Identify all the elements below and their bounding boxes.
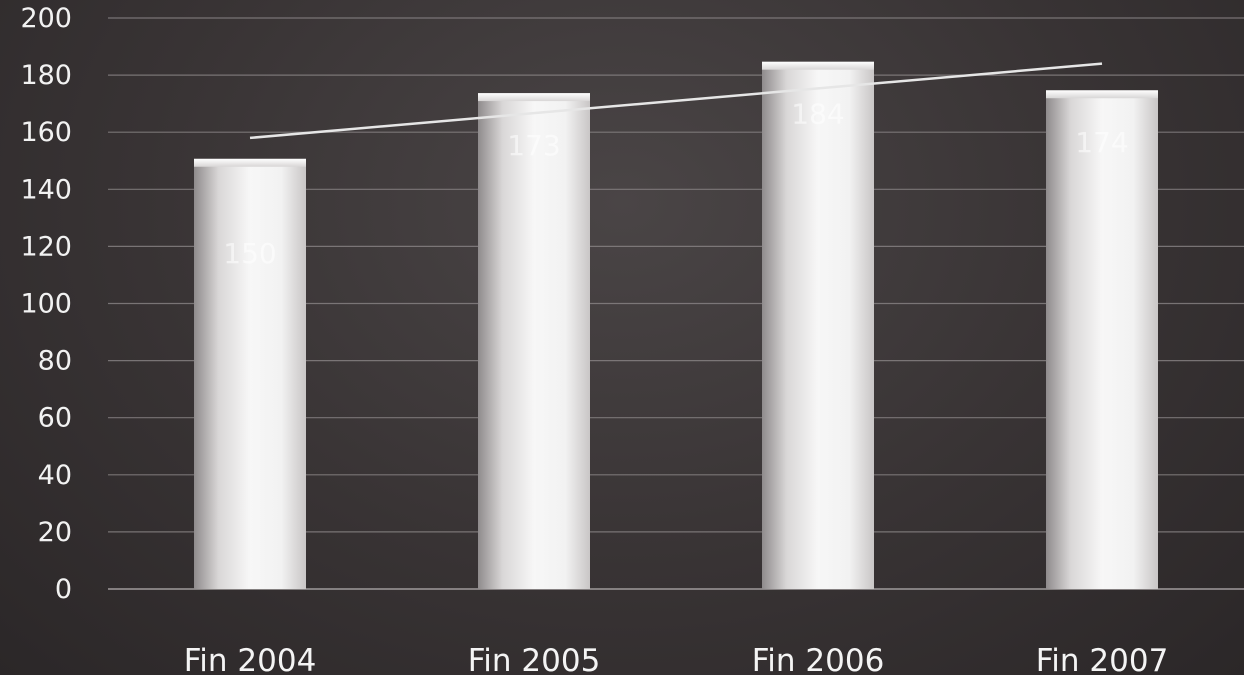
x-tick-label: Fin 2006: [752, 643, 885, 675]
trendline-layer: [249, 62, 1103, 140]
y-tick-label: 0: [55, 574, 72, 605]
x-tick-label: Fin 2005: [468, 643, 601, 675]
x-axis-tick-labels: Fin 2004 Fin 2005 Fin 2006 Fin 2007: [184, 643, 1169, 675]
data-label: 174: [1075, 126, 1128, 159]
bar-cap: [762, 61, 874, 70]
bar: [762, 63, 874, 590]
y-axis-tick-labels: 0 20 40 60 80 100 120 140 160 180 200: [20, 3, 72, 605]
y-tick-label: 20: [38, 517, 72, 548]
bar-group: [478, 93, 590, 590]
y-tick-label: 80: [38, 346, 72, 377]
bar: [1046, 92, 1158, 589]
y-tick-label: 100: [20, 289, 72, 320]
x-tick-label: Fin 2004: [184, 643, 317, 675]
bar-cap: [478, 93, 590, 102]
y-tick-label: 60: [38, 403, 72, 434]
data-labels: 150 173 184 174: [223, 98, 1128, 270]
bar-group: [1046, 90, 1158, 589]
bar: [194, 160, 306, 589]
trendline: [249, 62, 1103, 140]
y-tick-label: 120: [20, 231, 72, 262]
data-label: 150: [223, 237, 276, 270]
y-tick-label: 200: [20, 3, 72, 34]
bars: [194, 61, 1158, 590]
bar-cap: [194, 158, 306, 167]
bar-group: [762, 61, 874, 590]
y-tick-label: 160: [20, 117, 72, 148]
y-tick-label: 40: [38, 460, 72, 491]
bar-cap: [1046, 90, 1158, 99]
bar-group: [194, 158, 306, 589]
y-tick-label: 140: [20, 174, 72, 205]
y-tick-label: 180: [20, 60, 72, 91]
x-tick-label: Fin 2007: [1036, 643, 1169, 675]
data-label: 184: [791, 98, 844, 131]
data-label: 173: [507, 129, 560, 162]
bar: [478, 95, 590, 590]
